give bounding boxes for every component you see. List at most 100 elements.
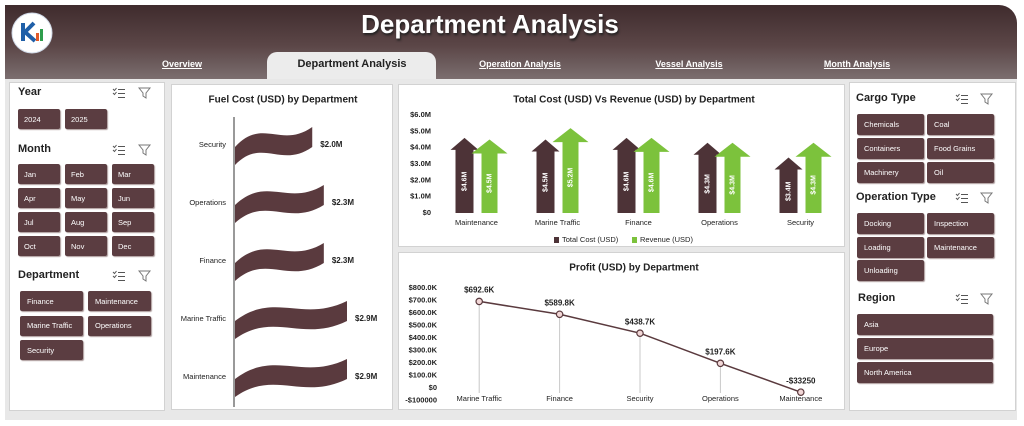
slicer-button[interactable]: Finance [20, 291, 83, 311]
y-tick-label: $5.0M [410, 126, 431, 135]
y-tick-label: $1.0M [410, 192, 431, 201]
nav-tab[interactable]: Overview [161, 59, 203, 69]
slicer-button[interactable]: Aug [65, 212, 107, 232]
slicer-button[interactable]: 2025 [65, 109, 107, 129]
category-label: Marine Traffic [457, 394, 503, 403]
page-title: Department Analysis [361, 9, 619, 39]
chart-title: Total Cost (USD) Vs Revenue (USD) by Dep… [513, 95, 755, 106]
clear-filter-icon[interactable] [980, 293, 994, 305]
nav-tab[interactable]: Department Analysis [297, 58, 407, 70]
multi-select-icon[interactable] [112, 270, 126, 282]
active-tab-bg [267, 52, 436, 79]
slicer-button[interactable]: Operations [88, 315, 151, 336]
arrow-bar [471, 139, 508, 213]
category-label: Maintenance [455, 218, 498, 227]
slicer-button[interactable]: Docking [857, 213, 924, 234]
multi-select-icon[interactable] [112, 87, 126, 99]
category-label: Maintenance [779, 394, 822, 403]
slicer-button[interactable]: Jun [112, 188, 154, 208]
slicer-title: Month [18, 143, 51, 155]
category-label: Operations [701, 218, 738, 227]
nav-tab[interactable]: Month Analysis [823, 59, 891, 69]
slicer-button[interactable]: Feb [65, 164, 107, 184]
flag-bar [235, 359, 347, 397]
slicer-button[interactable]: Maintenance [88, 291, 151, 311]
slicer-button[interactable]: Food Grains [927, 138, 994, 159]
slicer-button[interactable]: Loading [857, 236, 924, 258]
slicer-button[interactable]: 2024 [18, 109, 60, 129]
header-bar [5, 5, 1017, 79]
clear-filter-icon[interactable] [980, 192, 994, 204]
category-label: Security [199, 140, 226, 149]
slicer-button[interactable]: Nov [65, 236, 107, 256]
arrow-bar [612, 137, 641, 213]
arrow-bar [795, 142, 832, 213]
arrow-bar [552, 128, 589, 213]
flag-bar [235, 301, 347, 339]
clear-filter-icon[interactable] [138, 87, 152, 99]
y-tick-label: $4.0M [410, 143, 431, 152]
category-label: Marine Traffic [181, 314, 227, 323]
slicer-button[interactable]: Mar [112, 164, 154, 184]
y-tick-label: $400.0K [409, 333, 438, 342]
category-label: Finance [625, 218, 652, 227]
clear-filter-icon[interactable] [138, 270, 152, 282]
value-label: $3.4M [785, 181, 792, 201]
slicer-button[interactable]: Machinery [857, 162, 924, 183]
y-tick-label: $800.0K [409, 283, 438, 292]
value-label: $4.6M [461, 172, 468, 192]
value-label: $4.5M [486, 173, 493, 193]
multi-select-icon[interactable] [112, 144, 126, 156]
y-tick-label: $100.0K [409, 370, 438, 379]
arrow-bar [693, 142, 722, 213]
value-label: $438.7K [625, 317, 655, 326]
value-label: $4.6M [623, 172, 630, 192]
legend-label: Total Cost (USD) [562, 235, 619, 244]
y-tick-label: $2.0M [410, 175, 431, 184]
arrow-bar [531, 139, 560, 213]
legend-label: Revenue (USD) [640, 235, 693, 244]
value-label: $4.3M [704, 174, 711, 194]
slicer-button[interactable]: Jan [18, 164, 60, 184]
slicer-button[interactable]: Chemicals [857, 114, 924, 135]
slicer-button[interactable]: Marine Traffic [20, 315, 83, 336]
slicer-button[interactable]: Jul [18, 212, 60, 232]
category-label: Finance [546, 394, 573, 403]
clear-filter-icon[interactable] [980, 93, 994, 105]
value-label: $2.3M [332, 256, 355, 265]
slicer-button[interactable]: Security [20, 340, 83, 360]
multi-select-icon[interactable] [955, 93, 969, 105]
value-label: $2.9M [355, 314, 378, 323]
slicer-button[interactable]: Sep [112, 212, 154, 232]
slicer-button[interactable]: Inspection [927, 213, 994, 234]
slicer-button[interactable]: Containers [857, 138, 924, 159]
category-label: Finance [199, 256, 226, 265]
multi-select-icon[interactable] [955, 192, 969, 204]
point [636, 329, 644, 337]
slicer-button[interactable]: Asia [857, 314, 993, 335]
point [716, 359, 725, 368]
multi-select-icon[interactable] [955, 293, 969, 305]
category-label: Operations [702, 394, 739, 403]
slicer-button[interactable]: Europe [857, 338, 993, 359]
nav-tab[interactable]: Vessel Analysis [655, 59, 723, 69]
nav-tab[interactable]: Operation Analysis [479, 59, 561, 69]
slicer-button[interactable]: Maintenance [927, 236, 994, 258]
y-tick-label: $0 [429, 383, 437, 392]
value-label: $2.0M [320, 140, 343, 149]
slicer-button[interactable]: North America [857, 362, 993, 383]
value-label: $589.8K [544, 298, 574, 307]
slicer-button[interactable]: Oil [927, 162, 994, 183]
slicer-title: Year [18, 86, 42, 98]
slicer-button[interactable]: May [65, 188, 107, 208]
slicer-button[interactable]: Oct [18, 236, 60, 256]
slicer-button[interactable]: Apr [18, 188, 60, 208]
slicer-button[interactable]: Dec [112, 236, 154, 256]
slicer-button[interactable]: Unloading [857, 260, 924, 281]
slicer-button[interactable]: Coal [927, 114, 994, 135]
value-label: $2.3M [332, 198, 355, 207]
flag-bar [235, 243, 324, 281]
clear-filter-icon[interactable] [138, 144, 152, 156]
value-label: $5.2M [567, 168, 574, 188]
